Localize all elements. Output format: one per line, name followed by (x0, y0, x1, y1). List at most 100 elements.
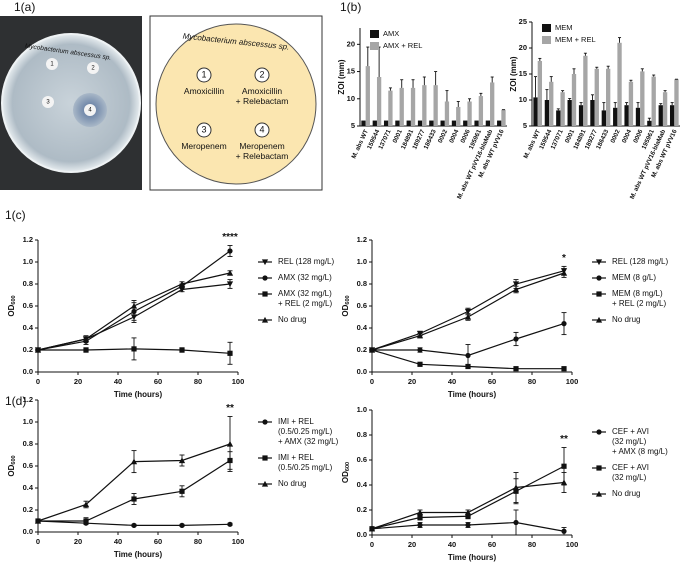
marker (513, 519, 519, 526)
y-tick-label: 0.8 (23, 279, 33, 288)
y-tick-label: 1.0 (357, 405, 367, 414)
legend-marker (262, 419, 268, 425)
bar (544, 100, 550, 126)
legend-label: IMI + REL (0.5/0.25 mg/L) (278, 453, 333, 472)
diagram: Mycobacterium abscessus sp. 1 2 3 4 (149, 15, 323, 191)
marker (226, 281, 234, 288)
y-tick-label: 0.2 (23, 505, 33, 514)
marker (368, 525, 376, 532)
bar (383, 120, 389, 126)
legend-marker (595, 316, 603, 323)
y-axis-label: OD600 (341, 295, 351, 316)
y-tick-label: 0.4 (357, 480, 368, 489)
bar (651, 76, 656, 126)
x-tick-label: 80 (194, 377, 202, 386)
marker (417, 347, 423, 353)
bar (606, 68, 611, 126)
x-tick-label: 100 (232, 537, 245, 546)
legend-label: REL (128 mg/L) (612, 257, 669, 266)
x-tick-label: 80 (194, 537, 202, 546)
y-tick-label: 0.6 (357, 301, 367, 310)
y-tick-label: 25 (519, 17, 527, 26)
legend-swatch (542, 24, 551, 32)
marker (560, 269, 568, 276)
x-tick-label: 100 (232, 377, 245, 386)
marker (130, 302, 138, 309)
legend-label: No drug (612, 315, 641, 324)
legend-label: IMI + REL (0.5/0.25 mg/L) + AMX (32 mg/L… (278, 417, 339, 446)
legend-marker (595, 259, 603, 266)
y-tick-label: 0.8 (357, 279, 367, 288)
marker (226, 269, 234, 276)
legend-swatch (370, 30, 379, 38)
y-tick-label: 20 (347, 39, 355, 48)
y-tick-label: 0.4 (23, 483, 34, 492)
y-tick-label: 1.0 (23, 417, 33, 426)
significance-label: * (562, 253, 566, 264)
bar (537, 61, 543, 126)
marker (34, 346, 42, 353)
x-axis-label: Time (hours) (448, 390, 497, 399)
legend-swatch (542, 36, 551, 44)
marker (227, 521, 233, 527)
photo: Mycobacterium abscessus sp. 1 2 3 4 (0, 16, 142, 190)
disk (42, 96, 54, 108)
x-axis-label: Time (hours) (114, 550, 163, 559)
legend-label: AMX (32 mg/L) (278, 273, 332, 282)
legend-label: REL (128 mg/L) (278, 257, 335, 266)
y-axis-label-text: ZOI (mm) (337, 59, 346, 94)
y-axis-label: OD600 (7, 295, 17, 316)
bar (583, 55, 588, 126)
legend-label: MEM (555, 23, 573, 32)
legend-marker (262, 291, 268, 297)
legend-marker (596, 429, 602, 435)
marker (465, 352, 471, 359)
bar (444, 101, 450, 126)
y-axis-label-text: ZOI (mm) (509, 56, 518, 91)
legend-marker (262, 275, 268, 281)
panel-label: 1(a) (14, 0, 35, 14)
marker (561, 366, 567, 372)
marker (561, 463, 567, 469)
item-number: 2 (259, 69, 264, 79)
item-number: 1 (201, 69, 206, 79)
marker (368, 346, 376, 353)
y-tick-label: 0.0 (23, 367, 33, 376)
disk (46, 58, 58, 70)
bar (485, 120, 491, 126)
x-tick-label: 0 (370, 540, 374, 549)
bar (533, 97, 538, 126)
item-label: Meropenem (181, 141, 227, 151)
marker (179, 488, 185, 494)
marker (34, 517, 42, 524)
bar (647, 120, 652, 126)
y-tick-label: 1.2 (357, 235, 367, 244)
disk-label: 4 (88, 108, 92, 114)
bar (478, 96, 484, 126)
x-tick-label: 40 (114, 377, 122, 386)
x-tick-label: 20 (74, 377, 82, 386)
bar (601, 110, 606, 126)
x-tick-label: 20 (408, 377, 416, 386)
bar (590, 100, 595, 126)
y-axis-label-text: OD (341, 304, 350, 316)
bar (560, 92, 565, 126)
y-tick-label: 5 (523, 121, 527, 130)
marker (561, 528, 567, 534)
y-axis-label-text: OD (341, 471, 350, 483)
x-axis-label: Time (hours) (448, 553, 497, 562)
y-axis-label-subscript: 600 (345, 295, 351, 304)
legend-label: MEM + REL (555, 35, 596, 44)
marker (82, 501, 90, 508)
x-tick-label: 0 (36, 377, 40, 386)
x-tick-label: 60 (154, 377, 162, 386)
x-tick-label: 0 (36, 537, 40, 546)
marker (82, 335, 90, 342)
legend-marker (596, 275, 602, 281)
marker (513, 336, 519, 342)
item-label: Amoxicillin (183, 86, 225, 96)
panel-label: 1(c) (5, 208, 26, 222)
x-tick-label: 40 (448, 377, 456, 386)
y-axis-label-subscript: 600 (11, 295, 17, 304)
bar (361, 120, 366, 126)
